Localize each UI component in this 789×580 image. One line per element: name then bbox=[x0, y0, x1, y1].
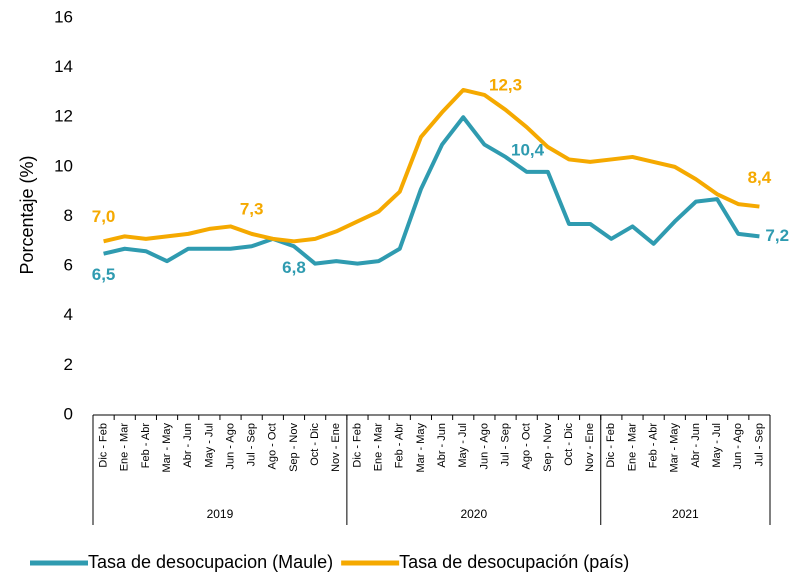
data-label: 7,3 bbox=[240, 199, 264, 218]
data-label: 6,5 bbox=[92, 265, 116, 284]
x-tick-label: Mar - May bbox=[161, 423, 173, 473]
group-label: 2019 bbox=[207, 507, 234, 521]
x-tick-label: Ene - Mar bbox=[626, 423, 638, 472]
x-tick-label: Oct - Dic bbox=[309, 423, 321, 466]
x-tick-label: Ago - Oct bbox=[521, 423, 533, 469]
x-tick-label: Jul - Sep bbox=[499, 423, 511, 466]
y-tick-label: 12 bbox=[54, 107, 73, 126]
group-label: 2021 bbox=[672, 507, 699, 521]
x-tick-label: Sep - Nov bbox=[542, 423, 554, 472]
y-tick-label: 8 bbox=[64, 206, 73, 225]
legend-label: Tasa de desocupación (país) bbox=[399, 552, 629, 572]
data-label: 6,8 bbox=[282, 258, 306, 277]
x-tick-label: Feb - Abr bbox=[648, 423, 660, 469]
x-tick-label: Nov - Ene bbox=[330, 423, 342, 472]
data-label: 8,4 bbox=[748, 168, 772, 187]
y-tick-label: 4 bbox=[64, 305, 73, 324]
group-label: 2020 bbox=[460, 507, 487, 521]
x-tick-label: Jul - Sep bbox=[753, 423, 765, 466]
x-tick-label: Ene - Mar bbox=[373, 423, 385, 472]
x-tick-label: Feb - Abr bbox=[394, 423, 406, 469]
data-label: 12,3 bbox=[489, 75, 522, 94]
y-tick-label: 14 bbox=[54, 57, 73, 76]
x-tick-label: Sep - Nov bbox=[288, 423, 300, 472]
x-tick-label: Mar - May bbox=[415, 423, 427, 473]
x-tick-label: Jun - Ago bbox=[478, 423, 490, 469]
x-tick-label: Mar - May bbox=[669, 423, 681, 473]
x-tick-label: May - Jul bbox=[203, 423, 215, 468]
y-tick-label: 2 bbox=[64, 355, 73, 374]
y-axis-label: Porcentaje (%) bbox=[17, 155, 37, 274]
x-tick-label: Abr - Jun bbox=[182, 423, 194, 468]
data-label: 7,0 bbox=[92, 207, 116, 226]
x-tick-label: Ene - Mar bbox=[119, 423, 131, 472]
x-tick-label: Nov - Ene bbox=[584, 423, 596, 472]
y-tick-label: 10 bbox=[54, 156, 73, 175]
series-line bbox=[103, 115, 760, 266]
x-tick-label: Dic - Feb bbox=[97, 423, 109, 468]
x-tick-label: Abr - Jun bbox=[690, 423, 702, 468]
data-label: 7,2 bbox=[765, 226, 789, 245]
x-tick-label: May - Jul bbox=[457, 423, 469, 468]
x-tick-label: Dic - Feb bbox=[605, 423, 617, 468]
x-tick-label: Abr - Jun bbox=[436, 423, 448, 468]
series-line bbox=[103, 87, 760, 244]
x-tick-label: Jun - Ago bbox=[224, 423, 236, 469]
x-tick-label: Ago - Oct bbox=[267, 423, 279, 469]
x-tick-label: Jul - Sep bbox=[246, 423, 258, 466]
x-tick-label: Jun - Ago bbox=[732, 423, 744, 469]
x-tick-label: Feb - Abr bbox=[140, 423, 152, 469]
x-tick-label: Dic - Feb bbox=[351, 423, 363, 468]
y-tick-label: 16 bbox=[54, 7, 73, 26]
y-tick-label: 0 bbox=[64, 404, 73, 423]
x-tick-label: May - Jul bbox=[711, 423, 723, 468]
data-label: 10,4 bbox=[511, 140, 545, 159]
y-tick-label: 6 bbox=[64, 256, 73, 275]
x-tick-label: Oct - Dic bbox=[563, 423, 575, 466]
legend-label: Tasa de desocupacion (Maule) bbox=[88, 552, 333, 572]
